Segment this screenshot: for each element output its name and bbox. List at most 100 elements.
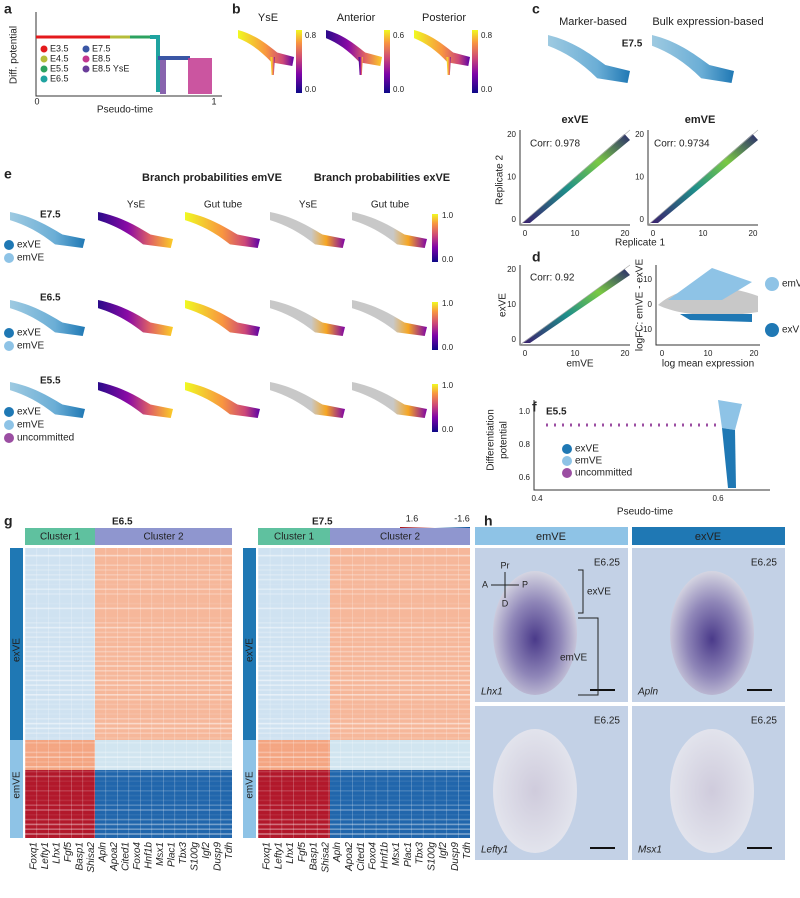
gene-label: Igf2	[438, 842, 449, 859]
colorbar	[432, 384, 438, 432]
gene-label: Msx1	[155, 842, 166, 866]
heat-stripe	[258, 588, 470, 590]
heat-stripe	[258, 650, 470, 653]
embedding	[185, 300, 260, 336]
label: 0	[660, 349, 665, 358]
axes	[533, 400, 770, 491]
label: Posterior	[422, 12, 466, 24]
legend-label: E8.5	[92, 53, 111, 63]
gene-label: Tbx3	[178, 842, 189, 865]
heat-stripe	[25, 780, 232, 782]
legend-dot	[4, 328, 14, 338]
emVE-points	[718, 400, 742, 430]
legend-label: E3.5	[50, 43, 69, 53]
label: Differentiation	[486, 409, 497, 471]
colorbar	[472, 30, 478, 93]
heat-stripe	[25, 737, 232, 739]
heat-stripe	[25, 809, 232, 811]
label: g	[4, 513, 13, 529]
heat-col	[399, 548, 400, 838]
heat-stripe	[258, 737, 470, 739]
trajectory	[160, 60, 166, 94]
heat-col	[59, 548, 61, 838]
ma-down	[680, 314, 752, 322]
embedding	[98, 382, 173, 418]
label: 0.8	[481, 31, 493, 40]
label: 10	[635, 173, 644, 182]
embedding	[352, 382, 427, 418]
gene-label: Plac1	[403, 842, 414, 867]
heat-stripe	[25, 770, 232, 773]
heat-col	[163, 548, 164, 838]
gene-label: Lhx1	[285, 842, 296, 864]
group-bar	[10, 548, 23, 740]
label: A	[482, 579, 488, 589]
gene-label: Foxo4	[368, 842, 379, 870]
gene-label: Foxo4	[132, 842, 143, 870]
heat-col	[387, 548, 389, 838]
label: Pseudo-time	[97, 105, 154, 116]
heat-stripe	[258, 809, 470, 811]
axes	[655, 265, 760, 346]
heat-stripe	[25, 833, 232, 835]
label: logFC: emVE - exVE	[635, 259, 646, 352]
heat-block	[258, 548, 330, 740]
label: E5.5	[546, 407, 567, 418]
label: a	[4, 1, 12, 17]
gene-label: Plac1	[166, 842, 177, 867]
heat-stripe	[25, 689, 232, 691]
label: 0	[512, 335, 517, 344]
heat-stripe	[258, 756, 470, 758]
cluster-bar	[95, 528, 232, 545]
legend-label: uncommitted	[17, 433, 74, 444]
label: 20	[507, 130, 516, 139]
heat-stripe	[25, 794, 232, 797]
label: Cluster 2	[380, 532, 420, 543]
embedding	[10, 382, 85, 418]
gene-label: Igf2	[201, 842, 212, 859]
label: Msx1	[638, 845, 662, 856]
label: emVE	[560, 653, 588, 664]
gene-label: Shisa2	[86, 842, 97, 873]
legend-label: E4.5	[50, 53, 69, 63]
axis-cross	[491, 572, 519, 598]
label: 20	[507, 265, 516, 274]
label: 1.0	[442, 381, 454, 390]
legend-dot	[562, 444, 572, 454]
label: Branch probabilities emVE	[142, 172, 282, 184]
heat-stripe	[258, 742, 470, 744]
heat-stripe	[258, 617, 470, 619]
heat-stripe	[258, 641, 470, 643]
heat-stripe	[258, 593, 470, 595]
label: 0.4	[531, 494, 543, 503]
heat-stripe	[258, 679, 470, 682]
heat-stripe	[258, 602, 470, 605]
heat-col	[422, 548, 424, 838]
heat-col	[48, 548, 49, 838]
heat-stripe	[25, 679, 232, 682]
heat-stripe	[258, 775, 470, 778]
legend-label: uncommitted	[575, 468, 632, 479]
label: 0.0	[442, 425, 454, 434]
heat-stripe	[25, 588, 232, 590]
heat-col	[446, 548, 448, 838]
heat-stripe	[258, 622, 470, 624]
legend-dot	[765, 277, 779, 291]
heat-col	[82, 548, 84, 838]
label: Corr: 0.9734	[654, 139, 710, 150]
gene-label: Fgf5	[63, 842, 74, 862]
label: 0	[34, 96, 39, 106]
heat-block	[95, 548, 232, 740]
label: E7.5	[622, 39, 643, 50]
heat-block	[25, 548, 95, 740]
legend-dot	[40, 55, 48, 63]
heat-stripe	[25, 665, 232, 667]
legend-label: E8.5 YsE	[92, 63, 129, 73]
heat-col	[305, 548, 306, 838]
gene-label: Apoa2	[344, 842, 355, 872]
heat-stripe	[258, 703, 470, 706]
legend-dot	[82, 45, 90, 53]
legend-label: exVE	[17, 240, 41, 251]
embryo	[493, 729, 577, 853]
label: d	[532, 249, 541, 265]
